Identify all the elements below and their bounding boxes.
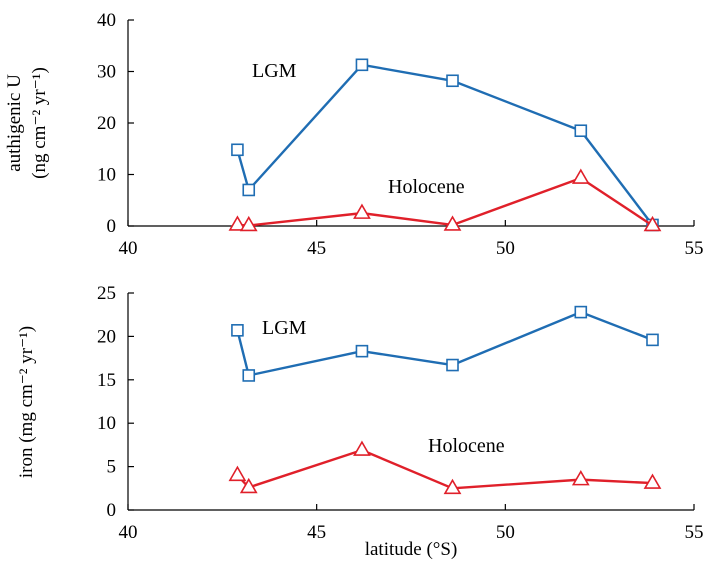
data-point-holocene: [353, 203, 371, 219]
panel-iron: iron (mg cm⁻² yr⁻¹) latitude (°S) LGM Ho…: [16, 283, 704, 560]
annotation-holocene: Holocene: [428, 435, 505, 457]
data-point-holocene: [228, 465, 247, 482]
data-point-lgm: [574, 305, 588, 319]
y-tick-label: 5: [107, 457, 117, 478]
data-point-holocene: [643, 215, 662, 232]
x-tick-label: 40: [119, 522, 138, 543]
data-point-holocene: [571, 470, 590, 486]
y-axis-unit: (ng cm⁻² yr⁻¹): [29, 67, 50, 179]
data-point-lgm: [446, 74, 459, 88]
data-point-lgm: [446, 358, 459, 372]
y-tick-label: 40: [97, 10, 116, 31]
data-point-holocene: [571, 168, 590, 184]
y-tick-label: 20: [97, 113, 116, 134]
annotation-lgm: LGM: [252, 60, 297, 82]
x-tick-label: 45: [307, 522, 326, 543]
y-tick-label: 10: [97, 165, 116, 186]
x-tick-label: 55: [685, 522, 704, 543]
y-tick-label: 0: [107, 216, 117, 237]
y-tick-label: 0: [107, 500, 117, 521]
x-axis-title: latitude (°S): [365, 539, 458, 560]
y-tick-label: 10: [97, 413, 116, 434]
y-axis-title: authigenic U: [4, 74, 25, 172]
data-point-lgm: [231, 324, 244, 337]
series-line-lgm: [236, 310, 653, 377]
y-tick-label: 25: [97, 283, 116, 304]
data-point-holocene: [239, 477, 258, 494]
y-tick-label: 30: [97, 62, 116, 83]
series-line-lgm: [236, 63, 654, 226]
data-point-lgm: [574, 124, 588, 138]
data-point-holocene: [443, 478, 462, 495]
x-tick-label: 40: [119, 238, 138, 259]
data-point-holocene: [643, 473, 662, 489]
x-tick-label: 50: [496, 522, 515, 543]
data-point-holocene: [353, 440, 371, 456]
annotation-lgm: LGM: [262, 317, 307, 339]
data-point-lgm: [242, 183, 256, 197]
data-point-lgm: [242, 369, 256, 382]
data-point-lgm: [355, 58, 369, 72]
y-axis-title: iron (mg cm⁻² yr⁻¹): [16, 326, 37, 478]
annotation-holocene: Holocene: [388, 176, 465, 198]
data-point-holocene: [239, 215, 258, 232]
x-tick-label: 45: [307, 238, 326, 259]
data-point-lgm: [355, 344, 369, 358]
x-tick-label: 55: [685, 238, 704, 259]
data-point-lgm: [646, 333, 659, 347]
data-point-holocene: [443, 215, 462, 231]
y-tick-label: 20: [97, 326, 116, 347]
panel-authigenic-u: authigenic U (ng cm⁻² yr⁻¹) LGM Holocene…: [4, 10, 704, 259]
data-point-holocene: [228, 215, 247, 231]
y-tick-label: 15: [97, 370, 116, 391]
data-point-lgm: [231, 143, 244, 157]
x-tick-label: 50: [496, 238, 515, 259]
